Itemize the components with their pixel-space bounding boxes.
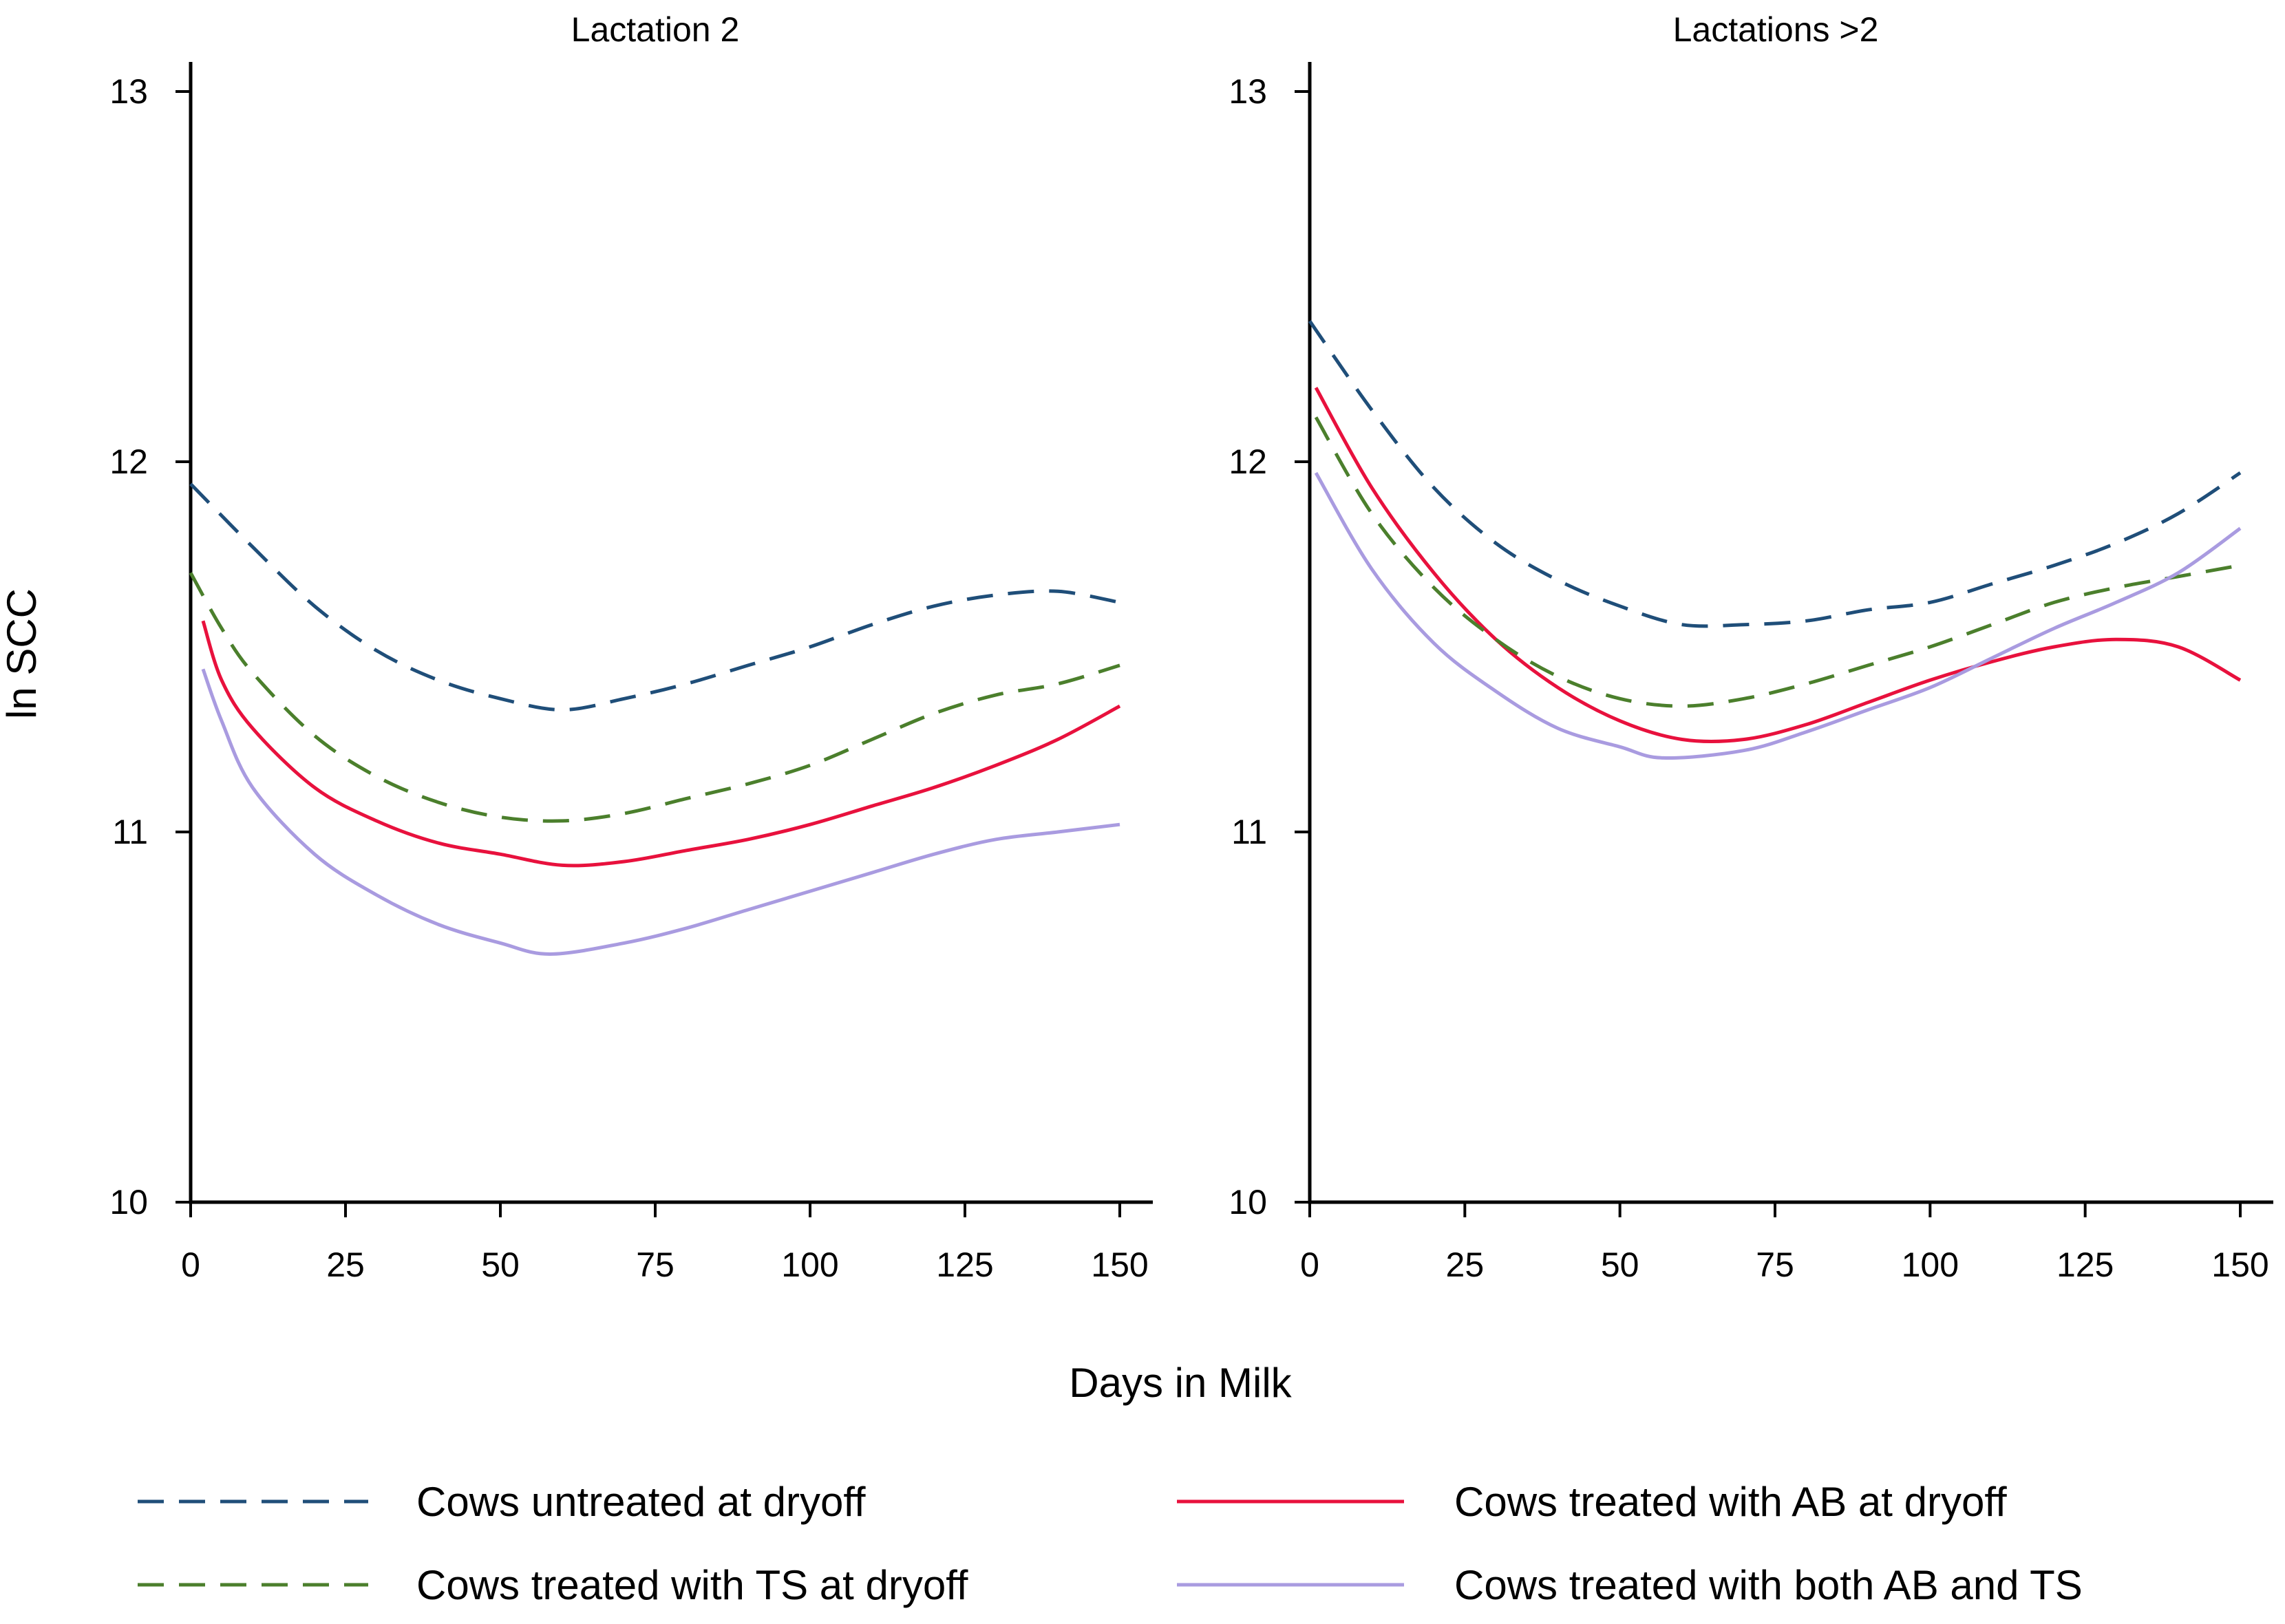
legend-label: Cows treated with TS at dryoff: [416, 1562, 968, 1608]
panel-title: Lactation 2: [571, 10, 740, 49]
y-tick-label: 11: [1231, 813, 1267, 851]
x-tick-label: 100: [1902, 1246, 1959, 1284]
legend-label: Cows treated with both AB and TS: [1454, 1562, 2083, 1608]
series-line-untreated: [1308, 320, 2242, 628]
x-axis-title: Days in Milk: [1069, 1360, 1292, 1406]
x-tick-label: 150: [1091, 1246, 1148, 1284]
legend: Cows untreated at dryoff Cows treated wit…: [138, 1479, 2083, 1608]
series-line-both: [201, 668, 1120, 957]
legend-item-both: Cows treated with both AB and TS: [1177, 1562, 2083, 1608]
y-tick-label: 10: [109, 1183, 148, 1221]
x-tick-label: 75: [1756, 1246, 1794, 1284]
x-tick-label: 50: [481, 1246, 520, 1284]
x-tick-label: 75: [636, 1246, 674, 1284]
series-line-ab: [201, 620, 1121, 868]
panel-1: Lactation 2 10 11 12 13 0 25 50 75 100 125 150: [109, 10, 1153, 1284]
x-tick-label: 100: [781, 1246, 838, 1284]
series-line-untreated: [189, 482, 1120, 712]
y-tick-label: 13: [109, 72, 148, 111]
x-tick-label: 25: [326, 1246, 365, 1284]
series-line-ts: [1314, 416, 2241, 708]
series-line-both: [1314, 471, 2242, 760]
series-line-ab: [1314, 387, 2242, 744]
x-tick-label: 25: [1446, 1246, 1485, 1284]
legend-label: Cows untreated at dryoff: [416, 1479, 866, 1525]
x-tick-label: 50: [1601, 1246, 1639, 1284]
x-tick-label: 150: [2211, 1246, 2268, 1284]
y-tick-label: 10: [1229, 1183, 1267, 1221]
y-tick-label: 12: [109, 442, 148, 481]
y-axis-title: ln SCC: [0, 588, 45, 719]
legend-item-untreated: Cows untreated at dryoff: [138, 1479, 866, 1525]
panel-2: Lactations >2 10 11 12 13 0 25 50 75 100 125 150: [1229, 10, 2273, 1284]
y-tick-label: 12: [1229, 442, 1267, 481]
x-tick-label: 0: [1300, 1246, 1319, 1284]
x-tick-label: 125: [936, 1246, 993, 1284]
x-tick-label: 125: [2056, 1246, 2114, 1284]
x-tick-label: 0: [181, 1246, 200, 1284]
panel-title: Lactations >2: [1673, 10, 1879, 49]
y-tick-label: 11: [112, 813, 148, 851]
series-line-ts: [189, 572, 1120, 823]
y-tick-label: 13: [1229, 72, 1267, 111]
legend-item-ts: Cows treated with TS at dryoff: [138, 1562, 968, 1608]
legend-label: Cows treated with AB at dryoff: [1454, 1479, 2007, 1525]
legend-item-ab: Cows treated with AB at dryoff: [1177, 1479, 2007, 1525]
